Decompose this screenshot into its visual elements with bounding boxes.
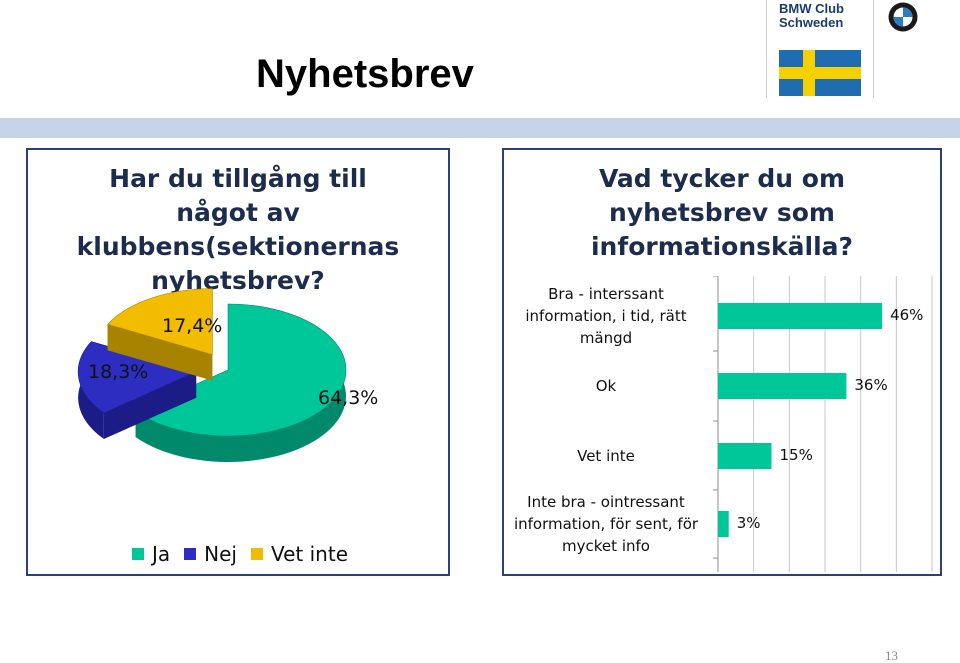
legend-label-nej: Nej [204, 542, 237, 566]
pie-label-nej: 18,3% [88, 361, 149, 383]
pie-label-ja: 64,3% [318, 387, 379, 409]
legend-swatch-nej [184, 548, 197, 560]
pie-legend: Ja Nej Vet inte [132, 542, 362, 566]
pie-slice-ja [135, 303, 347, 437]
bar-category-label: Inte bra - ointressant information, för s… [506, 491, 706, 557]
bar-category-label-line: Vet inte [577, 447, 635, 465]
bar-chart [713, 276, 933, 572]
bar-category-label: Ok [506, 375, 706, 397]
logo-line-1: BMW Club [779, 1, 844, 16]
slide-title: Nyhetsbrev [256, 52, 474, 96]
legend-label-ja: Ja [152, 542, 171, 566]
legend-swatch-vet-inte [250, 548, 263, 560]
legend-item-ja: Ja [132, 542, 170, 566]
bar-category-label-line: information, i tid, rätt [525, 307, 687, 325]
pie-slice-wall-vet-inte [107, 324, 213, 381]
bar-0 [718, 303, 883, 329]
bar-category-label: Bra - interssant information, i tid, rätt… [506, 283, 706, 349]
bar-category-label-line: Inte bra - ointressant [527, 493, 685, 511]
pie-chart-title: Har du tillgång till något av klubbens(s… [76, 164, 400, 295]
bar-chart-panel: Vad tycker du om nyhetsbrev som informat… [502, 148, 942, 576]
legend-item-vet-inte: Vet inte [250, 542, 348, 566]
header-band [0, 118, 960, 138]
pie-slice-vet-inte [107, 288, 213, 356]
bar-value-label: 36% [854, 376, 888, 394]
bar-category-label-line: Ok [595, 377, 617, 395]
club-logo: BMW Club Schweden [766, 0, 874, 98]
bar-category-label-line: mängd [579, 329, 633, 347]
pie-chart [77, 288, 347, 463]
pie-slice-nej [77, 341, 198, 414]
bar-category-label-line: information, för sent, för [513, 515, 699, 533]
bar-value-label: 46% [890, 306, 924, 324]
bar-category-label: Vet inte [506, 445, 706, 467]
bar-1 [718, 373, 847, 399]
pie-label-vet-inte: 17,4% [162, 315, 223, 337]
bar-2 [718, 443, 772, 469]
pie-chart-panel: Har du tillgång till något av klubbens(s… [26, 148, 450, 576]
flag-cross-horizontal [779, 67, 861, 79]
swedish-flag-icon [779, 50, 861, 96]
bar-category-label-line: Bra - interssant [548, 285, 664, 303]
bar-value-label: 15% [779, 446, 813, 464]
bar-chart-title: Vad tycker du om nyhetsbrev som informat… [590, 164, 854, 261]
bar-3 [718, 511, 729, 537]
bmw-roundel-icon [888, 2, 918, 32]
bar-category-label-line: mycket info [562, 537, 650, 555]
pie-slice-side-ja [135, 304, 347, 463]
legend-item-nej: Nej [184, 542, 237, 566]
page-number: 13 [885, 648, 898, 663]
legend-swatch-ja [132, 548, 144, 560]
logo-line-2: Schweden [779, 15, 844, 30]
bar-value-label: 3% [736, 514, 761, 532]
legend-label-vet-inte: Vet inte [270, 542, 348, 566]
